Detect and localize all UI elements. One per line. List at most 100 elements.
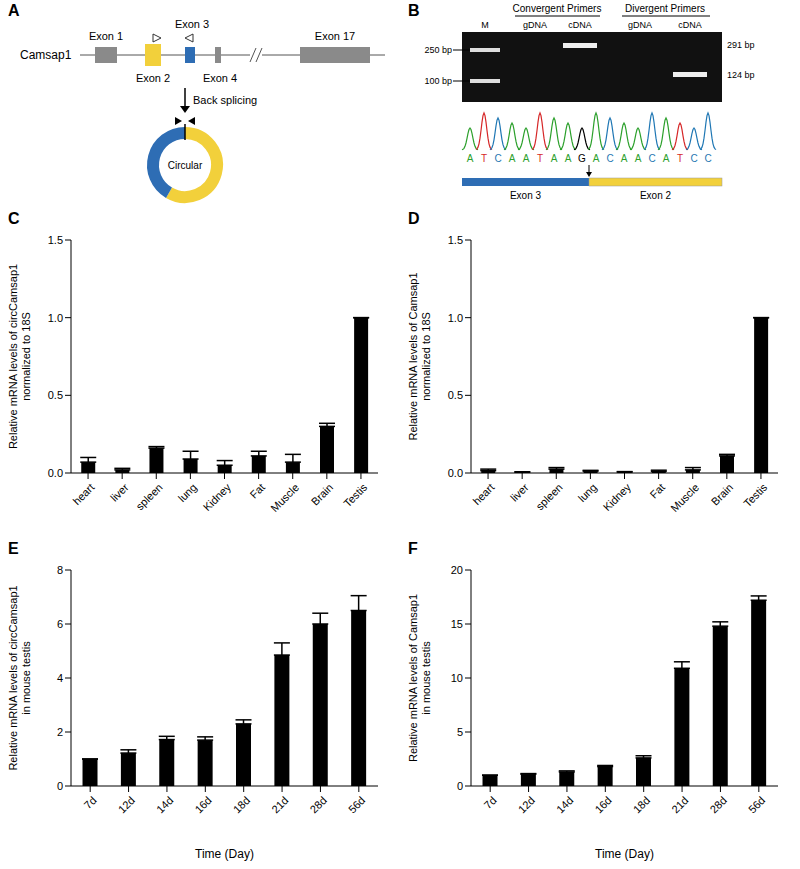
svg-text:C: C — [648, 153, 655, 164]
svg-text:A: A — [621, 153, 628, 164]
svg-text:0.5: 0.5 — [48, 389, 63, 401]
svg-text:T: T — [481, 153, 487, 164]
svg-text:T: T — [677, 153, 683, 164]
svg-text:Exon 3: Exon 3 — [175, 18, 209, 30]
svg-text:1.0: 1.0 — [48, 312, 63, 324]
svg-text:A: A — [509, 153, 516, 164]
svg-text:C: C — [606, 153, 613, 164]
svg-text:4: 4 — [57, 672, 63, 684]
svg-text:Kidney: Kidney — [601, 481, 634, 514]
svg-text:Exon 17: Exon 17 — [315, 30, 355, 42]
svg-text:Camsap1: Camsap1 — [20, 48, 72, 62]
svg-text:Circular: Circular — [168, 160, 203, 171]
svg-text:Back splicing: Back splicing — [193, 94, 257, 106]
svg-text:C: C — [690, 153, 697, 164]
svg-text:in mouse testis: in mouse testis — [20, 641, 32, 715]
svg-text:lung: lung — [176, 481, 199, 504]
svg-text:14d: 14d — [154, 794, 175, 815]
svg-text:Brain: Brain — [309, 481, 336, 508]
svg-text:16d: 16d — [192, 794, 213, 815]
svg-text:16d: 16d — [592, 794, 613, 815]
svg-text:A: A — [593, 153, 600, 164]
svg-text:A: A — [635, 153, 642, 164]
svg-text:liver: liver — [108, 481, 131, 504]
svg-text:28d: 28d — [307, 794, 328, 815]
svg-text:10: 10 — [451, 672, 463, 684]
svg-text:7d: 7d — [82, 794, 99, 811]
svg-text:Muscle: Muscle — [268, 481, 301, 514]
svg-text:Exon 4: Exon 4 — [203, 72, 237, 84]
svg-text:Relative mRNA levels of circCa: Relative mRNA levels of circCamsap1 — [7, 585, 19, 770]
svg-text:28d: 28d — [707, 794, 728, 815]
svg-text:100 bp: 100 bp — [424, 76, 452, 86]
svg-text:1.5: 1.5 — [48, 234, 63, 246]
svg-text:12d: 12d — [516, 794, 537, 815]
svg-text:Relative mRNA levels of circCa: Relative mRNA levels of circCamsap1 — [7, 264, 19, 449]
svg-text:1.0: 1.0 — [448, 312, 463, 324]
svg-text:0.0: 0.0 — [448, 467, 463, 479]
svg-text:Fat: Fat — [647, 481, 667, 501]
svg-text:Time (Day): Time (Day) — [195, 847, 254, 861]
svg-text:heart: heart — [70, 481, 96, 507]
svg-text:12d: 12d — [116, 794, 137, 815]
svg-text:B: B — [408, 2, 420, 19]
svg-text:250 bp: 250 bp — [424, 45, 452, 55]
svg-text:normalized to 18S: normalized to 18S — [20, 312, 32, 401]
svg-text:gDNA: gDNA — [628, 20, 652, 30]
svg-text:18d: 18d — [231, 794, 252, 815]
svg-text:Testis: Testis — [741, 481, 770, 510]
svg-text:Relative mRNA levels of Camsap: Relative mRNA levels of Camsap1 — [407, 594, 419, 762]
svg-text:in mouse testis: in mouse testis — [420, 641, 432, 715]
svg-text:Relative mRNA levels of Camsap: Relative mRNA levels of Camsap1 — [407, 272, 419, 440]
svg-text:Muscle: Muscle — [668, 481, 701, 514]
svg-text:Time (Day): Time (Day) — [595, 847, 654, 861]
svg-text:124 bp: 124 bp — [727, 70, 755, 80]
svg-text:14d: 14d — [554, 794, 575, 815]
svg-text:Exon 3: Exon 3 — [510, 190, 542, 201]
svg-text:56d: 56d — [746, 794, 767, 815]
svg-text:Exon 2: Exon 2 — [136, 72, 170, 84]
svg-text:T: T — [537, 153, 543, 164]
svg-text:291 bp: 291 bp — [727, 40, 755, 50]
svg-text:Divergent Primers: Divergent Primers — [625, 3, 705, 14]
svg-text:21d: 21d — [669, 794, 690, 815]
svg-text:A: A — [523, 153, 530, 164]
svg-text:cDNA: cDNA — [568, 20, 592, 30]
svg-text:Fat: Fat — [247, 481, 267, 501]
svg-text:spleen: spleen — [533, 481, 564, 512]
svg-text:spleen: spleen — [133, 481, 164, 512]
svg-text:18d: 18d — [631, 794, 652, 815]
svg-text:0.0: 0.0 — [48, 467, 63, 479]
svg-text:Exon 2: Exon 2 — [640, 190, 672, 201]
svg-text:Kidney: Kidney — [201, 481, 234, 514]
svg-text:1.5: 1.5 — [448, 234, 463, 246]
svg-text:56d: 56d — [346, 794, 367, 815]
svg-text:0: 0 — [57, 780, 63, 792]
svg-text:A: A — [8, 2, 20, 19]
svg-text:C: C — [494, 153, 501, 164]
svg-text:Convergent Primers: Convergent Primers — [513, 3, 602, 14]
svg-text:G: G — [578, 153, 586, 164]
svg-text:M: M — [481, 20, 489, 30]
svg-text:2: 2 — [57, 726, 63, 738]
svg-text:0.5: 0.5 — [448, 389, 463, 401]
svg-text:A: A — [565, 153, 572, 164]
svg-text:Brain: Brain — [709, 481, 736, 508]
svg-text:21d: 21d — [269, 794, 290, 815]
svg-text:Testis: Testis — [341, 481, 370, 510]
svg-text:6: 6 — [57, 618, 63, 630]
svg-text:C: C — [704, 153, 711, 164]
svg-text:A: A — [551, 153, 558, 164]
svg-text:cDNA: cDNA — [678, 20, 702, 30]
svg-text:A: A — [663, 153, 670, 164]
svg-text:liver: liver — [508, 481, 531, 504]
svg-text:15: 15 — [451, 618, 463, 630]
svg-text:heart: heart — [470, 481, 496, 507]
svg-text:5: 5 — [457, 726, 463, 738]
svg-text:0: 0 — [457, 780, 463, 792]
svg-text:normalized to 18S: normalized to 18S — [420, 312, 432, 401]
svg-text:7d: 7d — [482, 794, 499, 811]
svg-text:gDNA: gDNA — [523, 20, 547, 30]
svg-text:20: 20 — [451, 564, 463, 576]
svg-text:Exon 1: Exon 1 — [89, 30, 123, 42]
